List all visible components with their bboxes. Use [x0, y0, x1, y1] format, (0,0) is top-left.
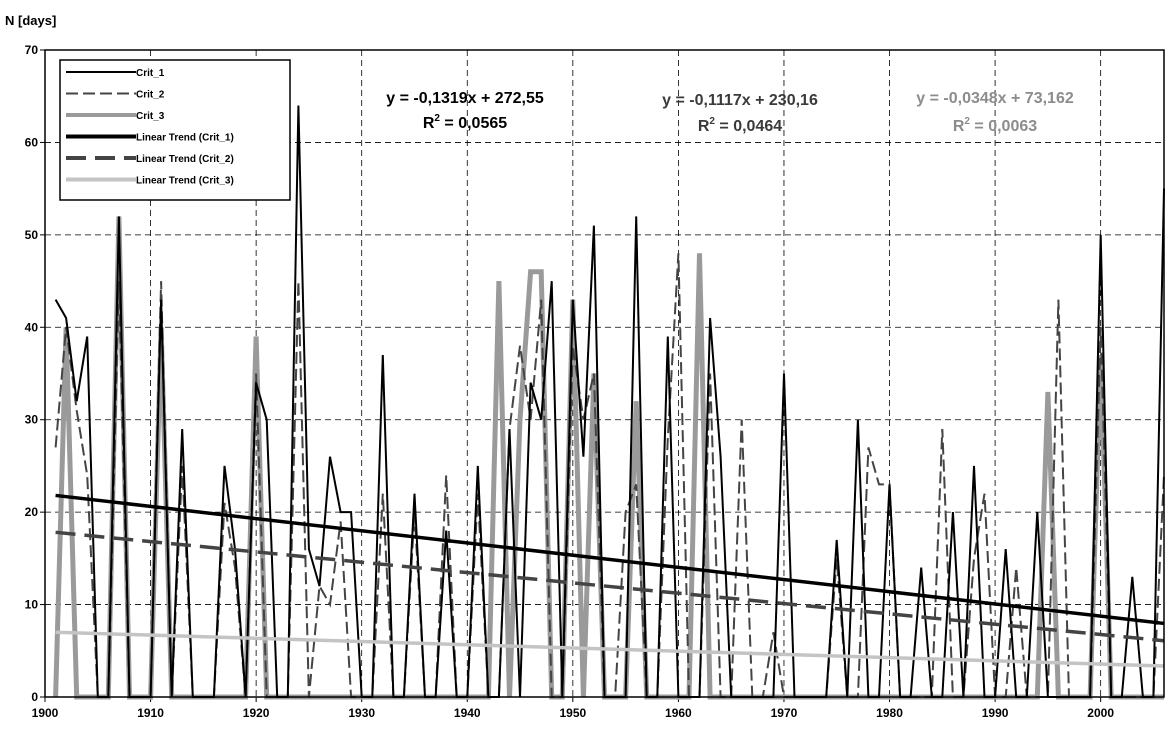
trend-equation-1: y = -0,1319x + 272,55	[386, 90, 544, 107]
r2-value: = 0,0464	[715, 118, 782, 135]
trend-line-3	[55, 630, 1165, 668]
x-tick-label: 1920	[243, 706, 270, 720]
y-axis-ticks: 0 10 20 30 40 50 60 70	[25, 43, 45, 704]
trend-r2-1: R2 = 0,0565	[423, 113, 507, 132]
r2-value: = 0,0565	[440, 115, 507, 132]
r2-prefix: R	[423, 115, 435, 132]
legend: Crit_1 Crit_2 Crit_3 Linear Trend (Crit_1) L…	[59, 59, 291, 201]
legend-label: Crit_3	[136, 111, 165, 122]
trend-r2-3: R2 = 0,0063	[953, 116, 1037, 135]
trend-equation-2: y = -0,1117x + 230,16	[662, 92, 818, 109]
x-tick-label: 1940	[454, 706, 481, 720]
x-tick-label: 1990	[982, 706, 1009, 720]
legend-label: Linear Trend (Crit_2)	[136, 154, 234, 165]
x-tick-label: 2000	[1087, 706, 1114, 720]
plot-border	[44, 49, 1165, 698]
legend-box	[59, 59, 291, 201]
y-tick-label: 30	[25, 413, 39, 427]
y-tick-label: 60	[25, 135, 39, 149]
trend-lines	[55, 493, 1165, 668]
r2-prefix: R	[698, 118, 710, 135]
x-axis-ticks: 1900 1910 1920 1930 1940 1950 1960 1970 1980 1990…	[32, 697, 1114, 720]
trend-equation-3: y = -0,0348x + 73,162	[916, 90, 1074, 107]
y-tick-label: 0	[31, 690, 38, 704]
legend-label: Linear Trend (Crit_3)	[136, 176, 234, 187]
y-tick-label: 40	[25, 320, 39, 334]
x-tick-label: 1970	[771, 706, 798, 720]
r2-prefix: R	[953, 118, 965, 135]
r2-value: = 0,0063	[970, 118, 1037, 135]
legend-label: Crit_1	[136, 68, 165, 79]
y-tick-label: 70	[25, 43, 39, 57]
y-tick-label: 20	[25, 505, 39, 519]
r2-exponent: 2	[964, 116, 970, 127]
r2-exponent: 2	[434, 113, 440, 124]
legend-label: Crit_2	[136, 90, 165, 101]
x-tick-label: 1910	[137, 706, 164, 720]
y-tick-label: 10	[25, 598, 39, 612]
x-tick-label: 1950	[559, 706, 586, 720]
legend-label: Linear Trend (Crit_1)	[136, 133, 234, 144]
trend-r2-2: R2 = 0,0464	[698, 116, 782, 135]
x-tick-label: 1960	[665, 706, 692, 720]
trend-line-2	[55, 530, 1165, 643]
y-axis-title: N [days]	[5, 13, 56, 28]
r2-exponent: 2	[709, 116, 715, 127]
y-tick-label: 50	[25, 228, 39, 242]
x-tick-label: 1980	[876, 706, 903, 720]
trend-line-1	[55, 493, 1165, 626]
x-tick-label: 1930	[348, 706, 375, 720]
x-tick-label: 1900	[32, 706, 59, 720]
